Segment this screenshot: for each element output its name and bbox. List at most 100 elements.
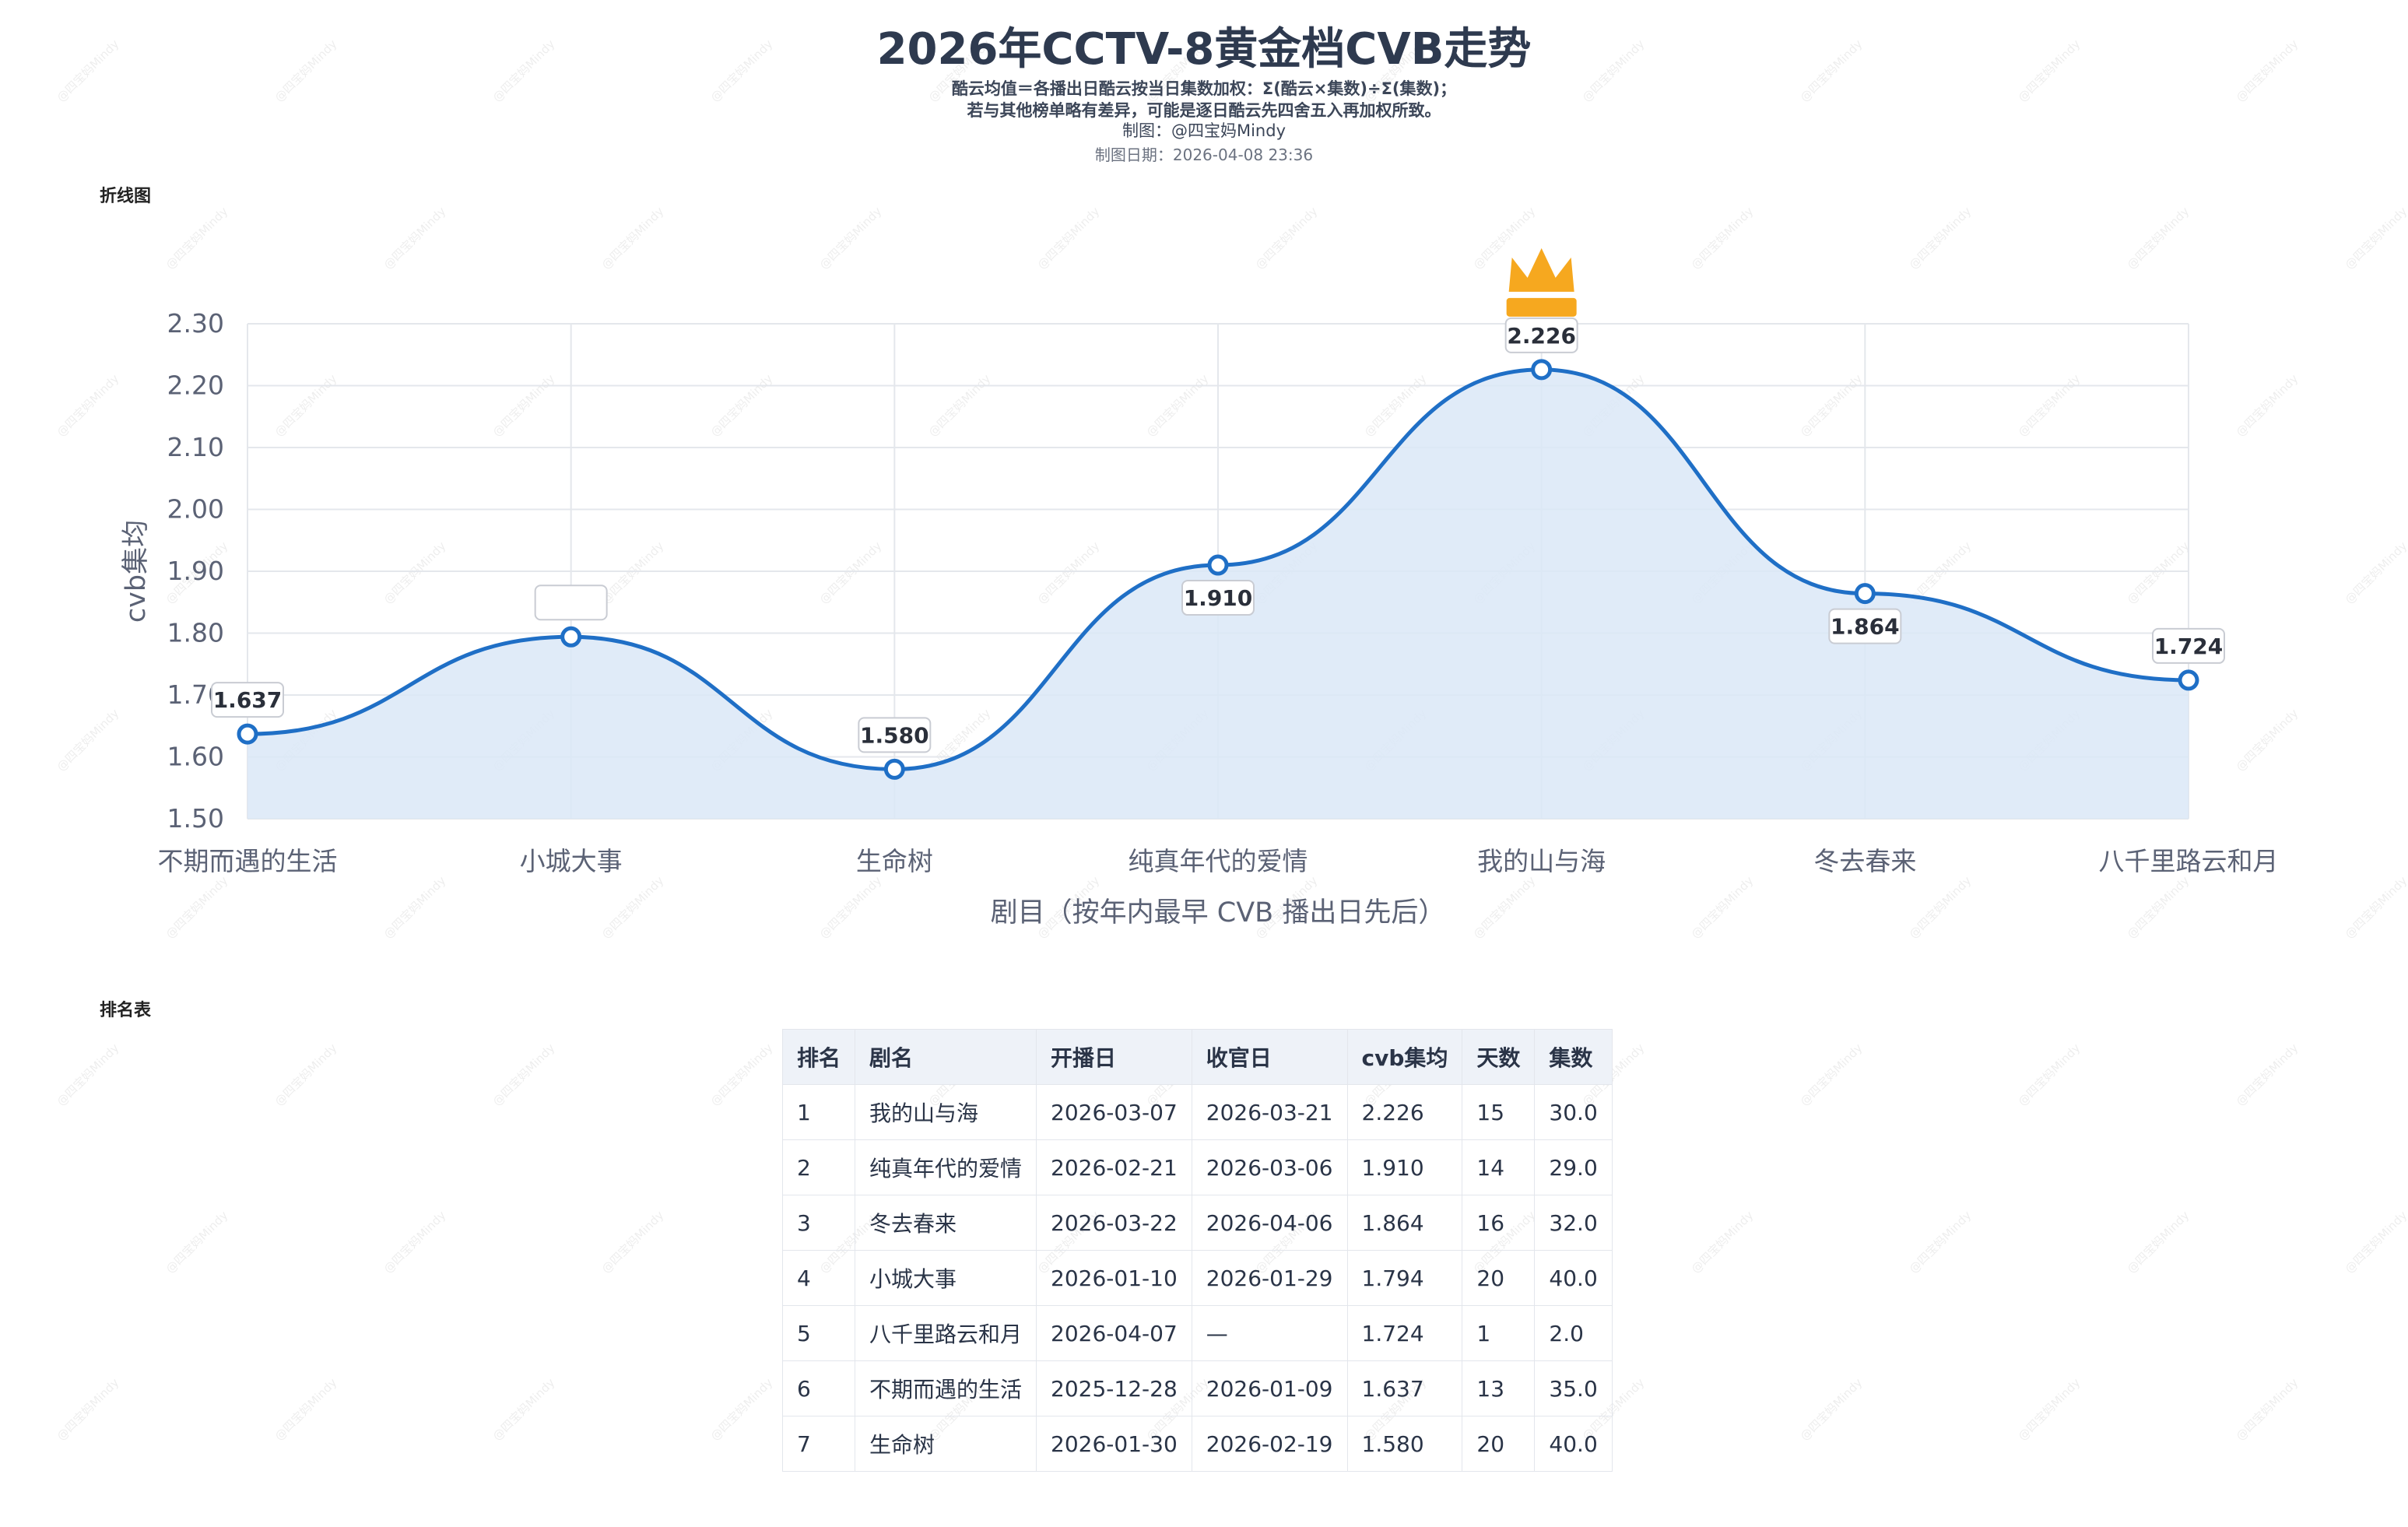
watermark: @四宝妈Mindy — [2015, 1375, 2083, 1444]
table-cell: 1.794 — [1346, 1250, 1463, 1306]
column-header: 天数 — [1462, 1029, 1536, 1085]
watermark: @四宝妈Mindy — [272, 1041, 340, 1109]
watermark: @四宝妈Mindy — [707, 1375, 776, 1444]
formula-note: 酷云均值＝各播出日酷云按当日集数加权：Σ(酷云×集数)÷Σ(集数)； — [951, 79, 1457, 98]
table-cell: 2026-01-10 — [1036, 1250, 1192, 1306]
table-header-row: 排名 剧名 开播日 收官日 cvb集均 天数 集数 — [781, 1029, 1613, 1085]
data-label-box — [858, 717, 932, 753]
y-tick-label: 2.10 — [167, 432, 224, 462]
table-cell: 2026-03-22 — [1036, 1195, 1192, 1251]
data-label — [534, 584, 608, 621]
crown-top — [1508, 247, 1574, 292]
data-label-box — [211, 682, 284, 718]
watermark: @四宝妈Mindy — [707, 1041, 776, 1109]
table-cell: 2026-02-21 — [1036, 1139, 1192, 1195]
table-cell: 2026-04-07 — [1036, 1305, 1192, 1361]
table-cell: 16 — [1462, 1195, 1536, 1251]
table-cell: 2026-01-09 — [1191, 1360, 1348, 1416]
table-cell: 13 — [1462, 1360, 1536, 1416]
data-label-text: 1.637 — [213, 687, 283, 713]
watermark: @四宝妈Mindy — [54, 1041, 122, 1109]
y-tick-label: 1.60 — [167, 742, 224, 772]
table-cell: 我的山与海 — [855, 1084, 1037, 1140]
data-point — [2178, 669, 2199, 691]
table-cell: 不期而遇的生活 — [855, 1360, 1037, 1416]
y-tick-label: 2.20 — [167, 370, 224, 401]
table-cell: 2026-03-07 — [1036, 1084, 1192, 1140]
table-cell: 6 — [781, 1360, 856, 1416]
data-label: 1.724 — [2152, 627, 2225, 664]
credit-line: 制图：@四宝妈Mindy — [1122, 121, 1286, 140]
table-cell: 2026-04-06 — [1191, 1195, 1348, 1251]
y-axis-title: cvb集均 — [121, 520, 152, 623]
y-tick-label: 2.30 — [167, 308, 224, 339]
chart-section-label: 折线图 — [100, 187, 152, 206]
table-row: 1 我的山与海 2026-03-07 2026-03-21 2.226 15 30.0 — [781, 1084, 1613, 1140]
watermark: @四宝妈Mindy — [381, 1208, 449, 1276]
difference-note: 若与其他榜单略有差异，可能是逐日酷云先四舍五入再加权所致。 — [967, 101, 1441, 120]
data-label-text: 1.580 — [860, 722, 929, 748]
table-cell: 2.0 — [1534, 1305, 1613, 1361]
data-labels: 1.637 1.580 1.910 2.226 1.864 1.724 — [211, 317, 2225, 753]
table-cell: 小城大事 — [855, 1250, 1037, 1306]
data-point — [1854, 583, 1876, 605]
watermark: @四宝妈Mindy — [2124, 1208, 2192, 1276]
table-cell: 5 — [781, 1305, 856, 1361]
table-body: 1 我的山与海 2026-03-07 2026-03-21 2.226 15 30.0 2 纯真… — [781, 1084, 1613, 1472]
data-label-box — [1181, 580, 1255, 616]
table-cell: 3 — [781, 1195, 856, 1251]
table-cell: 生命树 — [855, 1416, 1037, 1472]
column-header: 集数 — [1534, 1029, 1613, 1085]
y-axis-ticks: 1.501.601.701.801.902.002.102.202.30 — [167, 308, 224, 834]
watermark: @四宝妈Mindy — [1688, 1208, 1757, 1276]
data-point — [1531, 359, 1553, 381]
table-cell: 32.0 — [1534, 1195, 1613, 1251]
table-cell: 14 — [1462, 1139, 1536, 1195]
table-cell: 1.580 — [1346, 1416, 1463, 1472]
x-axis-title: 剧目（按年内最早 CVB 播出日先后） — [991, 897, 1446, 928]
table-cell: 1 — [781, 1084, 856, 1140]
x-tick-label: 冬去春来 — [1813, 846, 1916, 876]
data-points — [237, 359, 2199, 780]
column-header: cvb集均 — [1346, 1029, 1463, 1085]
data-point — [237, 723, 258, 745]
table-cell: 1 — [1462, 1305, 1536, 1361]
table-cell: 40.0 — [1534, 1250, 1613, 1306]
table-row: 7 生命树 2026-01-30 2026-02-19 1.580 20 40.0 — [781, 1416, 1613, 1472]
table-cell: 4 — [781, 1250, 856, 1306]
x-tick-label: 不期而遇的生活 — [158, 846, 338, 876]
data-label-text: 1.864 — [1831, 614, 1900, 640]
data-label-box — [534, 584, 608, 621]
watermark: @四宝妈Mindy — [2233, 1375, 2301, 1444]
data-label-text: 1.724 — [2154, 634, 2224, 659]
data-label-text: 1.910 — [1184, 585, 1253, 611]
data-point — [1207, 554, 1229, 576]
table-cell: 20 — [1462, 1416, 1536, 1472]
data-label-text: 2.226 — [1507, 323, 1576, 349]
data-point — [883, 758, 905, 780]
x-tick-label: 八千里路云和月 — [2099, 846, 2279, 876]
data-label: 1.637 — [211, 682, 284, 718]
table-cell: 八千里路云和月 — [855, 1305, 1037, 1361]
watermark: @四宝妈Mindy — [1797, 1041, 1866, 1109]
table-cell: 7 — [781, 1416, 856, 1472]
table-row: 3 冬去春来 2026-03-22 2026-04-06 1.864 16 32.0 — [781, 1195, 1613, 1251]
table-cell: — — [1191, 1305, 1348, 1361]
watermark: @四宝妈Mindy — [490, 1041, 558, 1109]
column-header: 排名 — [781, 1029, 856, 1085]
watermark: @四宝妈Mindy — [54, 1375, 122, 1444]
table-cell: 29.0 — [1534, 1139, 1613, 1195]
y-tick-label: 1.90 — [167, 556, 224, 586]
x-tick-label: 纯真年代的爱情 — [1129, 846, 1308, 876]
table-row: 4 小城大事 2026-01-10 2026-01-29 1.794 20 40.0 — [781, 1250, 1613, 1306]
table-cell: 2026-01-30 — [1036, 1416, 1192, 1472]
x-axis-ticks: 不期而遇的生活 小城大事 生命树 纯真年代的爱情 我的山与海 冬去春来 八千里路云和月 — [158, 846, 2279, 876]
y-tick-label: 2.00 — [167, 494, 224, 525]
table-cell: 1.910 — [1346, 1139, 1463, 1195]
table-cell: 20 — [1462, 1250, 1536, 1306]
creation-date: 制图日期：2026-04-08 23:36 — [1094, 146, 1314, 164]
watermark: @四宝妈Mindy — [163, 1208, 231, 1276]
watermark: @四宝妈Mindy — [2342, 1208, 2408, 1276]
table-cell: 40.0 — [1534, 1416, 1613, 1472]
y-tick-label: 1.80 — [167, 618, 224, 648]
